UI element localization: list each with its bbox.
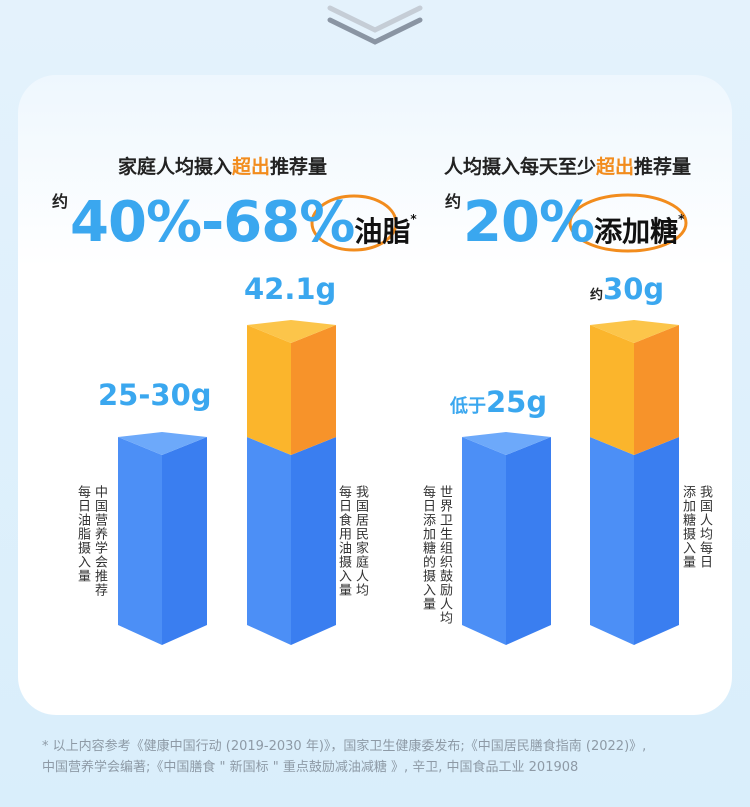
value-prefix: 约: [590, 288, 604, 303]
value: 25-30g: [98, 378, 212, 412]
caption-line: 每日油脂摄入量: [75, 485, 90, 583]
heading-part: 家庭人均摄入: [118, 156, 233, 178]
heading-part: 推荐量: [270, 156, 328, 178]
prism-top: [590, 320, 679, 343]
caption-line: 中国营养学会推荐: [92, 485, 107, 597]
prism-face: [118, 437, 162, 645]
prism-face: [634, 325, 679, 455]
bar-caption: 我国人均每日 添加糖摄入量: [680, 485, 712, 569]
value: 30g: [603, 272, 665, 306]
prism-face: [291, 437, 336, 645]
footnote-line: 中国营养学会编著;《中国膳食 " 新国标 " 重点鼓励减油减糖 》, 辛卫, 中…: [42, 760, 579, 775]
caption-line: 我国居民家庭人均: [353, 485, 368, 597]
heading-part: 超出: [232, 156, 271, 178]
caption-line: 添加糖摄入量: [680, 485, 695, 569]
big-figure: 约20%添加糖*: [445, 188, 684, 255]
value: 25g: [486, 385, 548, 419]
value: 42.1g: [244, 272, 337, 306]
prism-face: [506, 437, 551, 645]
caption-line: 我国人均每日: [697, 485, 712, 569]
prism-face: [291, 325, 336, 455]
asterisk: *: [678, 212, 685, 226]
highlight-circles: [310, 193, 688, 253]
prism-face: [590, 437, 634, 645]
bar-caption: 世界卫生组织鼓励人均 每日添加糖的摄入量: [420, 485, 452, 625]
value-prefix: 低于: [450, 396, 486, 417]
prism-face: [247, 325, 291, 455]
prism-face: [462, 437, 506, 645]
chevron: [327, 5, 423, 45]
heading: 人均摄入每天至少超出推荐量: [444, 152, 691, 179]
bar-value: 约30g: [590, 272, 664, 306]
prefix: 约: [52, 192, 69, 211]
caption-line: 世界卫生组织鼓励人均: [437, 485, 452, 625]
bar-caption: 中国营养学会推荐 每日油脂摄入量: [75, 485, 107, 597]
footnote-line: * 以上内容参考《健康中国行动 (2019-2030 年)》，国家卫生健康委发布…: [42, 739, 647, 754]
caption-line: 每日添加糖的摄入量: [420, 485, 435, 611]
heading-part: 人均摄入每天至少: [444, 156, 597, 178]
caption-line: 每日食用油摄入量: [336, 485, 351, 597]
prism-face: [247, 437, 291, 645]
prism-top: [462, 432, 551, 455]
big-figure: 约40%-68%油脂*: [52, 188, 417, 255]
asterisk: *: [410, 212, 417, 226]
subject: 油脂: [354, 215, 411, 248]
subject: 添加糖: [594, 215, 679, 248]
heading: 家庭人均摄入超出推荐量: [118, 152, 327, 179]
bar-value: 42.1g: [244, 272, 336, 306]
heading-part: 推荐量: [634, 156, 692, 178]
heading-part: 超出: [596, 156, 635, 178]
bar-caption: 我国居民家庭人均 每日食用油摄入量: [336, 485, 368, 597]
footnote: * 以上内容参考《健康中国行动 (2019-2030 年)》，国家卫生健康委发布…: [42, 736, 646, 778]
bar-value: 低于25g: [450, 385, 547, 419]
figure: 20%: [463, 190, 595, 255]
figure: 40%-68%: [70, 190, 355, 255]
prism-face: [634, 437, 679, 645]
prism-face: [162, 437, 207, 645]
prism-top: [118, 432, 207, 455]
prism-face: [590, 325, 634, 455]
prefix: 约: [445, 192, 462, 211]
bar-value: 25-30g: [98, 378, 212, 412]
prism-top: [247, 320, 336, 343]
